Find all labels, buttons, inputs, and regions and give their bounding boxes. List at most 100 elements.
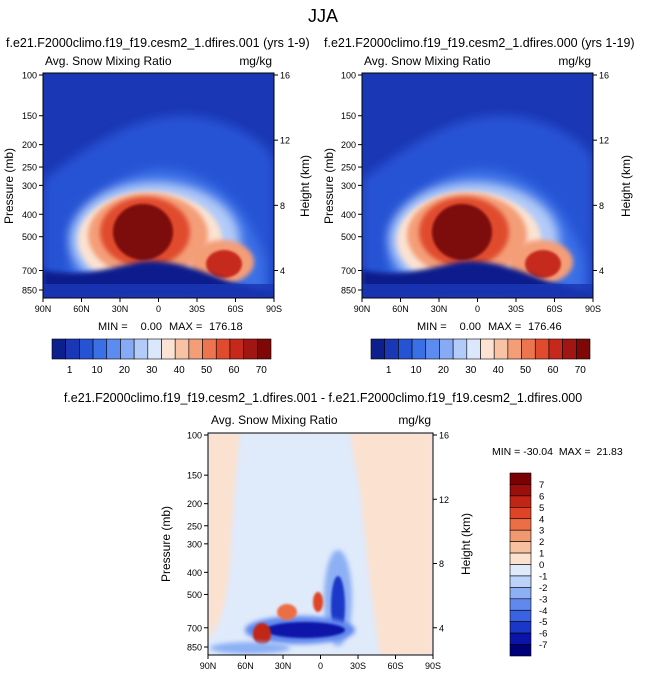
colorbar-swatch — [466, 338, 481, 360]
colorbar-swatch — [370, 338, 385, 360]
panel-b-max: 176.46 — [528, 321, 562, 333]
colorbar-label: -5 — [539, 617, 547, 628]
panel-b-min-label: MIN = — [417, 321, 447, 333]
y-tick-label: 400 — [187, 568, 202, 578]
y-tick-label: 400 — [341, 210, 356, 220]
y-tick-label: 150 — [341, 111, 356, 121]
colorbar-label: -2 — [539, 583, 547, 594]
colorbar-swatch — [509, 587, 532, 600]
x-tick-label: 60N — [392, 304, 409, 314]
colorbar-swatch — [509, 609, 532, 622]
colorbar-swatch — [576, 338, 591, 360]
x-tick-label: 90N — [35, 304, 52, 314]
colorbar-label: 20 — [438, 365, 450, 376]
colorbar-swatch — [398, 338, 413, 360]
y-right-tick-label: 8 — [280, 201, 285, 211]
panel-b-right-ticks: 16 12 8 4 — [593, 71, 609, 276]
colorbar-label: 10 — [411, 365, 423, 376]
y-tick-label: 700 — [22, 266, 37, 276]
colorbar-swatch — [215, 338, 231, 360]
colorbar-swatch — [509, 495, 532, 508]
panel-a-ylabel-right: Height (km) — [298, 155, 312, 217]
panel-a-max: 176.18 — [209, 321, 243, 333]
panel-b-south-core — [525, 250, 561, 278]
x-tick-label: 30S — [189, 304, 205, 314]
panel-c-left-label: Avg. Snow Mixing Ratio — [211, 413, 338, 427]
colorbar-swatch — [120, 338, 135, 360]
colorbar-label: -1 — [539, 571, 547, 582]
panel-b-field — [362, 73, 593, 298]
y-right-tick-label: 4 — [599, 266, 604, 276]
colorbar-swatch — [493, 338, 509, 360]
panel-a-dark-core — [113, 204, 173, 260]
y-right-tick-label: 16 — [599, 71, 609, 81]
panel-a-colorbar: 1 10 20 30 40 50 60 70 — [51, 338, 272, 376]
colorbar-label: 50 — [201, 365, 213, 376]
y-tick-label: 150 — [22, 111, 37, 121]
panel-c: f.e21.F2000climo.f19_f19.cesm2_1.dfires.… — [64, 391, 623, 671]
y-right-tick-label: 12 — [439, 495, 449, 505]
panel-b-min: 0.00 — [460, 321, 481, 333]
y-right-tick-label: 8 — [439, 559, 444, 569]
colorbar-swatch — [174, 338, 190, 360]
colorbar-swatch — [480, 338, 495, 360]
y-tick-label: 200 — [187, 499, 202, 509]
colorbar-label: 30 — [146, 365, 158, 376]
x-tick-label: 30N — [275, 661, 292, 671]
panel-a-left-ticks: 100 150 200 250 300 400 500 700 850 — [22, 71, 43, 296]
x-tick-label: 0 — [156, 304, 161, 314]
colorbar-swatch — [202, 338, 217, 360]
panel-c-units: mg/kg — [398, 413, 431, 427]
colorbar-swatch — [509, 632, 532, 645]
panel-c-field — [208, 433, 433, 655]
panel-a-min: 0.00 — [141, 321, 162, 333]
y-right-tick-label: 4 — [280, 266, 285, 276]
y-tick-label: 200 — [22, 140, 37, 150]
panel-b-ground — [362, 284, 593, 298]
colorbar-swatch — [509, 621, 532, 634]
panel-c-neg-low-core — [265, 622, 345, 638]
y-tick-label: 300 — [341, 181, 356, 191]
y-right-tick-label: 16 — [439, 431, 449, 441]
panel-a-field — [43, 73, 274, 298]
colorbar-swatch — [133, 338, 149, 360]
panel-c-pos-band-right — [350, 433, 433, 655]
colorbar-swatch — [509, 598, 532, 611]
colorbar-swatch — [509, 541, 532, 554]
colorbar-label: 10 — [92, 365, 104, 376]
x-tick-label: 90N — [354, 304, 371, 314]
colorbar-swatch — [509, 552, 532, 565]
y-tick-label: 700 — [187, 623, 202, 633]
y-tick-label: 100 — [341, 71, 356, 81]
x-tick-label: 60S — [546, 304, 562, 314]
y-tick-label: 500 — [341, 232, 356, 242]
panel-c-left-ticks: 100 150 200 250 300 400 500 700 850 — [187, 431, 208, 653]
colorbar-label: 60 — [547, 365, 559, 376]
page-title: JJA — [308, 6, 338, 26]
colorbar-swatch — [509, 575, 532, 588]
colorbar-label: 1 — [539, 549, 544, 560]
panel-b: f.e21.F2000climo.f19_f19.cesm2_1.dfires.… — [322, 36, 635, 376]
panel-b-left-label: Avg. Snow Mixing Ratio — [364, 54, 491, 68]
x-tick-label: 30S — [350, 661, 366, 671]
y-tick-label: 500 — [187, 590, 202, 600]
colorbar-swatch — [452, 338, 468, 360]
colorbar-swatch — [439, 338, 454, 360]
y-tick-label: 400 — [22, 210, 37, 220]
y-right-tick-label: 12 — [280, 136, 290, 146]
y-tick-label: 250 — [341, 163, 356, 173]
colorbar-label: 60 — [228, 365, 240, 376]
colorbar-swatch — [257, 338, 272, 360]
panel-a-min-label: MIN = — [98, 321, 128, 333]
colorbar-label: -4 — [539, 606, 547, 617]
colorbar-swatch — [548, 338, 563, 360]
x-tick-label: 60N — [73, 304, 90, 314]
colorbar-swatch — [243, 338, 258, 360]
colorbar-swatch — [509, 564, 532, 577]
panel-b-colorbar: 1 10 20 30 40 50 60 70 — [370, 338, 591, 376]
panel-c-pos-upper — [313, 592, 323, 612]
colorbar-label: -7 — [539, 640, 547, 651]
panel-c-title: f.e21.F2000climo.f19_f19.cesm2_1.dfires.… — [64, 391, 582, 405]
